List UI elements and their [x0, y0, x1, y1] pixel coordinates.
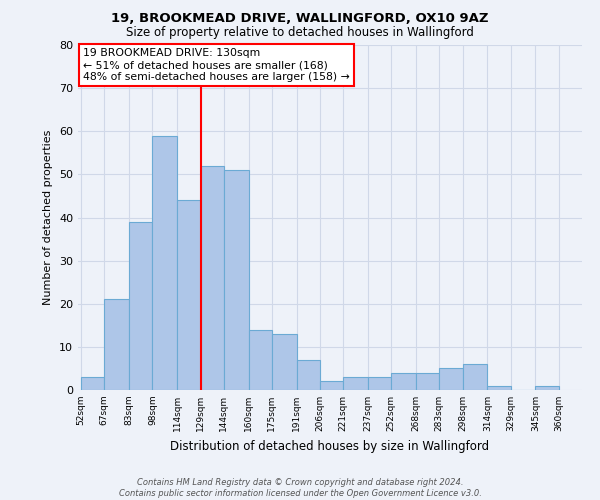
Bar — [416, 373, 439, 390]
Bar — [296, 360, 320, 390]
Text: 19 BROOKMEAD DRIVE: 130sqm
← 51% of detached houses are smaller (168)
48% of sem: 19 BROOKMEAD DRIVE: 130sqm ← 51% of deta… — [83, 48, 350, 82]
Bar — [368, 377, 391, 390]
Bar — [439, 368, 463, 390]
Bar — [272, 334, 296, 390]
X-axis label: Distribution of detached houses by size in Wallingford: Distribution of detached houses by size … — [170, 440, 490, 452]
Bar — [81, 377, 104, 390]
Bar — [129, 222, 152, 390]
Bar — [343, 377, 368, 390]
Bar — [152, 136, 177, 390]
Bar — [200, 166, 224, 390]
Bar — [535, 386, 559, 390]
Bar — [391, 373, 416, 390]
Y-axis label: Number of detached properties: Number of detached properties — [43, 130, 53, 305]
Bar — [104, 300, 129, 390]
Bar — [177, 200, 200, 390]
Bar — [320, 382, 343, 390]
Bar — [248, 330, 272, 390]
Bar — [463, 364, 487, 390]
Text: Contains HM Land Registry data © Crown copyright and database right 2024.
Contai: Contains HM Land Registry data © Crown c… — [119, 478, 481, 498]
Text: Size of property relative to detached houses in Wallingford: Size of property relative to detached ho… — [126, 26, 474, 39]
Bar — [224, 170, 248, 390]
Text: 19, BROOKMEAD DRIVE, WALLINGFORD, OX10 9AZ: 19, BROOKMEAD DRIVE, WALLINGFORD, OX10 9… — [111, 12, 489, 26]
Bar — [487, 386, 511, 390]
